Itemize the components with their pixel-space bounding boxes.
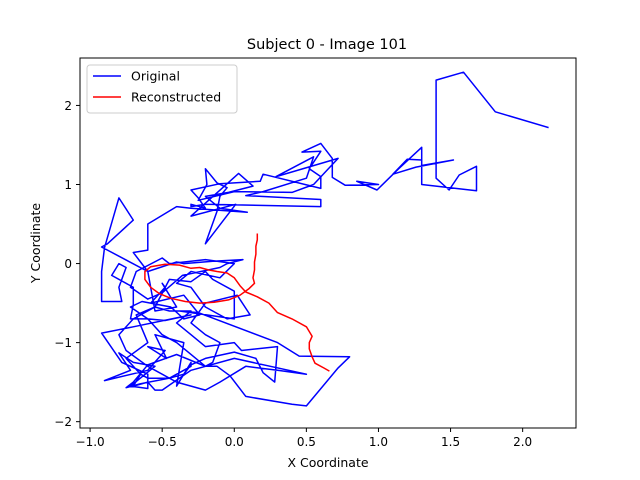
x-tick-label: −1.0 [76,435,105,449]
series-line-original [100,71,549,407]
y-tick-label: −2 [54,415,72,429]
y-tick-label: 0 [64,257,72,271]
y-tick-label: −1 [54,336,72,350]
x-axis-label: X Coordinate [287,455,368,470]
x-tick-label: 0.0 [225,435,244,449]
y-tick-label: 2 [64,99,72,113]
x-tick-label: 1.5 [441,435,460,449]
plot-frame [79,57,577,429]
y-axis: −2 −1 0 1 2 [54,99,80,429]
series-line-reconstructed [144,233,330,372]
x-tick-label: 1.0 [369,435,388,449]
y-axis-label: Y Coordinate [28,203,43,284]
legend-box [86,64,238,114]
legend-label-reconstructed: Reconstructed [131,90,221,105]
y-tick-label: 1 [64,178,72,192]
x-tick-label: 2.0 [513,435,532,449]
x-axis: −1.0 −0.5 0.0 0.5 1.0 1.5 2.0 [76,428,532,449]
legend-label-original: Original [131,69,180,84]
x-tick-label: −0.5 [148,435,177,449]
chart-title: Subject 0 - Image 101 [247,37,407,53]
x-tick-label: 0.5 [297,435,316,449]
legend: Original Reconstructed [86,64,238,114]
